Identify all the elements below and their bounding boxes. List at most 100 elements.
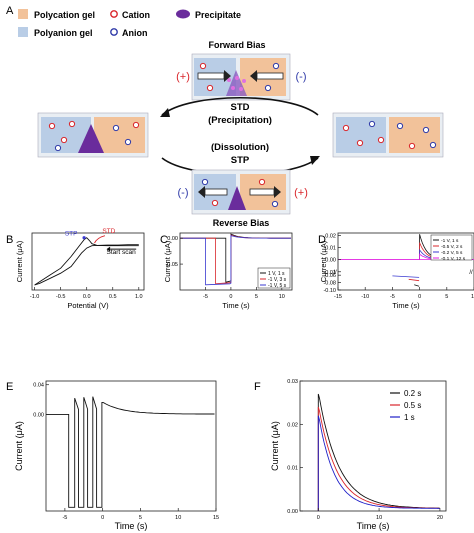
arrow-right-icon <box>274 186 281 198</box>
pulse-low-2 <box>392 275 420 278</box>
x-tick-label: 0.0 <box>83 294 91 300</box>
x-tick-label: 10 <box>279 294 285 300</box>
y-axis-label: Current (μA) <box>15 240 24 282</box>
chart-c: -5 0 5 10 0.00 -0.05 Time (s) Current (μA) 1 V, … <box>163 232 293 310</box>
cation <box>68 120 76 128</box>
x-tick-label: 10 <box>471 294 474 300</box>
precipitate-dissolving <box>228 186 246 210</box>
legend-entry: 0.2 s <box>404 389 421 398</box>
pulse-train-trace <box>46 396 215 508</box>
x-axis-label: Time (s) <box>222 301 250 310</box>
arrow-right-shaft <box>249 188 275 196</box>
std-arrow-curve <box>161 96 319 116</box>
x-tick-label: 0.5 <box>109 294 117 300</box>
ion-dot <box>227 78 231 82</box>
polyanion-gel <box>336 117 386 153</box>
device-reverse-bias <box>191 169 291 215</box>
arrow-left-icon <box>250 70 257 82</box>
ion-dot <box>235 76 239 80</box>
legend-cation: Cation <box>122 10 150 20</box>
pulse-low-1 <box>408 278 420 282</box>
panel-letter-e: E <box>6 381 13 393</box>
x-tick-label: -5 <box>390 294 395 300</box>
plot-frame <box>337 232 474 291</box>
legend-anion: Anion <box>122 28 148 38</box>
x-axis-label: Time (s) <box>357 521 390 531</box>
stp-label: STP <box>231 155 250 166</box>
panel-letter-c: C <box>160 234 168 246</box>
schematic-legend: Polycation gel Polyanion gel Cation Anio… <box>18 9 241 38</box>
reverse-plus-sign: (+) <box>294 187 308 199</box>
cation <box>377 136 385 144</box>
legend-entry: -0.1 V, 12 s <box>441 256 466 262</box>
std-arrow-icon <box>94 235 106 244</box>
pulse-trace-2 <box>180 235 291 286</box>
anion <box>272 62 280 70</box>
std-arrow-head-icon <box>160 108 170 117</box>
anion <box>429 141 437 149</box>
y-axis-label: Current (μA) <box>163 240 172 282</box>
legend-entry: 0.5 s <box>404 401 421 410</box>
reverse-minus-sign: (-) <box>178 187 189 199</box>
y-tick-label: 0.00 <box>325 258 336 264</box>
arrow-left-shaft <box>256 72 284 80</box>
x-tick-label: 0 <box>317 515 320 521</box>
legend-entry: -1 V, 1 s <box>441 238 459 244</box>
pulse-low-0 <box>414 284 420 287</box>
arrow-left-icon <box>198 186 205 198</box>
x-axis-label: Potential (V) <box>67 301 109 310</box>
cation <box>258 178 266 186</box>
y-axis-label: Current (μA) <box>14 421 24 471</box>
x-axis-label: Time (s) <box>115 521 148 531</box>
x-tick-label: -5 <box>203 294 208 300</box>
y-tick-label: 0.02 <box>325 233 336 239</box>
plot-frame <box>299 380 447 512</box>
cation <box>60 136 68 144</box>
legend-entry: 1 s <box>404 413 415 422</box>
cation <box>211 199 219 207</box>
panel-letter-a: A <box>6 5 14 17</box>
legend-box <box>430 234 473 261</box>
precipitate-legend-icon <box>176 9 190 19</box>
x-tick-label: -10 <box>361 294 369 300</box>
device-dissolved <box>332 112 444 158</box>
y-tick-label: -0.08 <box>323 281 336 287</box>
chart-d: // // -15 -10 -5 0 5 10 0.02 0.01 0.00 -0.01-0.06 -0… <box>319 232 474 310</box>
x-axis-label: Time (s) <box>392 301 420 310</box>
decay-trace-0 <box>317 393 440 511</box>
plot-frame <box>45 380 217 512</box>
x-tick-label: -15 <box>334 294 342 300</box>
stp-arrow-head-icon <box>310 156 320 165</box>
legend-polycation: Polycation gel <box>34 10 95 20</box>
cation <box>356 139 364 147</box>
y-tick-label: -0.01 <box>323 270 336 276</box>
arrow-right-icon <box>224 70 231 82</box>
cation <box>342 124 350 132</box>
x-tick-label: -0.5 <box>56 294 65 300</box>
annotation-stp: STP <box>65 230 78 237</box>
x-tick-label: -5 <box>62 515 67 521</box>
x-tick-label: 15 <box>213 515 219 521</box>
x-tick-label: 0 <box>229 294 232 300</box>
precipitate-layer <box>78 124 104 153</box>
cation <box>132 121 140 129</box>
device-forward-bias <box>191 53 291 101</box>
y-tick-label: 0.01 <box>325 246 336 252</box>
panel-a: A Polycation gel Polyanion gel Cation An… <box>6 5 444 228</box>
annotation-std: STD <box>102 228 115 235</box>
decay-trace-1 <box>317 406 440 511</box>
panel-letter-d: D <box>318 234 326 246</box>
anion <box>264 84 272 92</box>
legend-precipitate: Precipitate <box>195 10 241 20</box>
cation <box>199 62 207 70</box>
x-tick-label: 10 <box>175 515 181 521</box>
legend-entry: 1 V, 1 s <box>268 271 285 277</box>
y-tick-label: -0.10 <box>323 288 336 294</box>
y-axis-label: Current (μA) <box>319 240 328 282</box>
anion <box>422 126 430 134</box>
device-initial <box>37 112 149 158</box>
x-tick-label: 1.0 <box>135 294 143 300</box>
plot-frame <box>31 232 145 291</box>
x-tick-label: 0 <box>418 294 421 300</box>
std-sublabel: (Precipitation) <box>208 115 272 126</box>
